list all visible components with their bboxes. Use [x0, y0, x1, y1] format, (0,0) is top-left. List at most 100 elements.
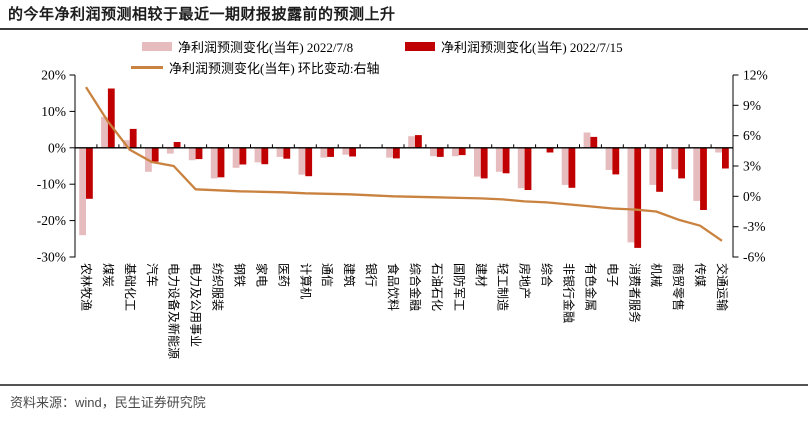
x-axis-label: 有色金属 — [583, 263, 598, 311]
bar-2022-07-08 — [452, 147, 459, 157]
x-axis-label: 综合金融 — [408, 263, 423, 311]
bar-2022-07-08 — [79, 147, 86, 236]
x-axis-label: 建材 — [474, 263, 488, 287]
x-axis-label: 轻工制造 — [496, 263, 510, 311]
bar-2022-07-15 — [327, 147, 334, 157]
left-axis-tick-label: -30% — [37, 250, 66, 265]
right-axis-tick-label: 9% — [743, 98, 761, 113]
bar-2022-07-08 — [583, 132, 591, 148]
bar-2022-07-15 — [678, 147, 685, 179]
x-axis-label: 计算机 — [298, 263, 313, 299]
left-axis-tick-label: 10% — [41, 104, 66, 119]
bar-2022-07-08 — [342, 147, 350, 155]
x-axis-label: 电力设备及新能源 — [167, 263, 182, 359]
trend-line — [85, 86, 723, 242]
bar-2022-07-15 — [480, 147, 488, 179]
right-axis-tick-label: -3% — [743, 219, 766, 234]
bar-2022-07-08 — [605, 147, 613, 170]
x-axis-label: 交通运输 — [715, 263, 730, 311]
bar-2022-07-08 — [188, 147, 196, 161]
bar-2022-07-15 — [195, 147, 203, 160]
bar-2022-07-08 — [474, 147, 481, 177]
x-axis-label: 银行 — [364, 263, 378, 287]
legend-swatch-7-15 — [405, 41, 435, 51]
left-axis-tick-label: -10% — [37, 177, 66, 192]
legend-swatch-7-8 — [142, 41, 172, 51]
bar-2022-07-08 — [386, 147, 393, 158]
bar-2022-07-15 — [458, 147, 466, 156]
figure-title-bar: 的今年净利润预测相较于最近一期财报披露前的预测上升 — [0, 0, 808, 30]
bar-2022-07-15 — [546, 147, 554, 153]
bar-2022-07-15 — [524, 147, 532, 190]
x-axis-label: 医药 — [276, 263, 290, 287]
x-axis-label: 消费者服务 — [627, 263, 642, 323]
bar-2022-07-15 — [656, 147, 663, 192]
x-axis-label: 电子 — [605, 263, 619, 287]
bar-2022-07-15 — [612, 147, 620, 175]
left-axis-tick-label: 0% — [48, 140, 66, 155]
x-axis-label: 家电 — [254, 263, 269, 287]
x-axis-label: 食品饮料 — [386, 263, 401, 311]
right-axis-tick-label: 12% — [743, 68, 768, 83]
x-axis-label: 综合 — [540, 263, 555, 287]
bar-2022-07-08 — [232, 147, 240, 168]
right-axis-tick-label: 0% — [743, 189, 761, 204]
right-axis-tick-label: 6% — [743, 128, 761, 143]
bar-2022-07-08 — [166, 147, 174, 154]
bar-2022-07-15 — [502, 147, 510, 174]
bar-2022-07-08 — [320, 147, 328, 158]
x-axis-label: 基础化工 — [123, 263, 137, 311]
bar-2022-07-15 — [393, 147, 400, 159]
x-axis-label: 钢铁 — [233, 263, 247, 287]
bar-2022-07-08 — [517, 147, 525, 189]
source-divider — [0, 384, 808, 386]
bar-2022-07-08 — [101, 116, 108, 148]
bar-2022-07-15 — [634, 147, 642, 248]
legend-item-mom-change: 净利润预测变化(当年) 环比变动:右轴 — [131, 59, 380, 76]
left-axis-tick-label: -20% — [37, 213, 66, 228]
bar-2022-07-15 — [261, 147, 269, 165]
bar-2022-07-08 — [561, 147, 569, 185]
legend-swatch-trend-line — [131, 65, 163, 69]
bar-2022-07-15 — [129, 128, 137, 148]
bar-2022-07-08 — [210, 147, 218, 179]
bar-2022-07-15 — [107, 88, 115, 148]
x-axis-label: 房地产 — [518, 263, 533, 299]
bar-2022-07-15 — [173, 142, 181, 148]
bar-2022-07-15 — [217, 147, 225, 178]
x-axis-label: 机械 — [649, 263, 664, 287]
bar-2022-07-08 — [495, 147, 503, 172]
bar-2022-07-15 — [151, 147, 159, 162]
bar-2022-07-15 — [283, 147, 291, 159]
bar-2022-07-08 — [430, 147, 437, 157]
legend-item-forecast-7-8: 净利润预测变化(当年) 2022/7/8 — [142, 38, 353, 55]
bar-2022-07-08 — [715, 147, 722, 153]
x-axis-label: 石油石化 — [430, 263, 444, 311]
x-axis-label: 煤炭 — [101, 263, 115, 287]
bar-2022-07-15 — [415, 135, 422, 148]
right-axis-tick-label: 3% — [743, 159, 761, 174]
x-axis-label: 传媒 — [693, 263, 708, 287]
bar-2022-07-15 — [722, 147, 729, 169]
bar-2022-07-15 — [305, 147, 313, 177]
x-axis-label: 通信 — [320, 263, 334, 287]
bar-2022-07-15 — [568, 147, 576, 188]
x-axis-label: 建筑 — [342, 263, 357, 287]
x-axis-label: 纺织服装 — [211, 263, 225, 311]
bar-2022-07-08 — [298, 147, 306, 175]
bar-2022-07-15 — [239, 147, 247, 165]
bar-2022-07-08 — [276, 147, 284, 157]
bar-2022-07-15 — [700, 147, 707, 210]
bar-2022-07-08 — [627, 147, 635, 243]
bar-2022-07-15 — [436, 147, 444, 157]
bar-2022-07-08 — [408, 136, 415, 148]
bar-2022-07-15 — [590, 136, 598, 148]
x-axis-label: 商贸零售 — [671, 263, 686, 311]
x-axis-label: 农林牧渔 — [79, 263, 93, 311]
legend-label-7-15: 净利润预测变化(当年) 2022/7/15 — [441, 39, 623, 55]
legend-item-forecast-7-15: 净利润预测变化(当年) 2022/7/15 — [405, 38, 623, 55]
bar-2022-07-15 — [349, 147, 356, 157]
x-axis-label: 国防军工 — [452, 263, 467, 311]
